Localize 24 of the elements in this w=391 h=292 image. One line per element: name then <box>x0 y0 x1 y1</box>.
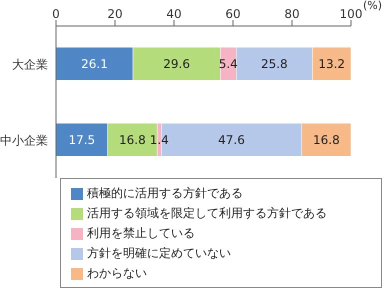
x-axis-title: (%) <box>363 0 382 12</box>
legend-label: 積極的に活用する方針である <box>87 186 243 200</box>
data-label: 26.1 <box>81 57 108 72</box>
data-label: 25.8 <box>260 57 288 72</box>
x-tick-label: 40 <box>166 7 182 21</box>
data-label: 1.4 <box>150 133 169 148</box>
data-label: 16.8 <box>119 133 146 148</box>
x-tick-label: 80 <box>284 7 300 21</box>
data-label: 17.5 <box>68 133 96 148</box>
data-label: 16.8 <box>313 133 340 148</box>
legend-label: 活用する領域を限定して利用する方針である <box>87 206 327 220</box>
data-label: 29.6 <box>163 57 190 72</box>
legend-label: 方針を明確に定めていない <box>87 246 231 260</box>
x-tick-label: 20 <box>107 7 123 21</box>
data-label: 47.6 <box>218 133 245 148</box>
data-label: 5.4 <box>218 57 238 72</box>
x-tick-label: 0 <box>52 7 60 21</box>
x-tick-label: 100 <box>340 7 362 21</box>
legend-label: わからない <box>87 266 147 280</box>
y-tick-label: 大企業 <box>12 57 48 72</box>
legend-label: 利用を禁止している <box>87 226 195 240</box>
y-tick-label: 中小企業 <box>0 133 48 148</box>
data-label: 13.2 <box>318 57 346 72</box>
x-tick-label: 60 <box>225 7 241 21</box>
